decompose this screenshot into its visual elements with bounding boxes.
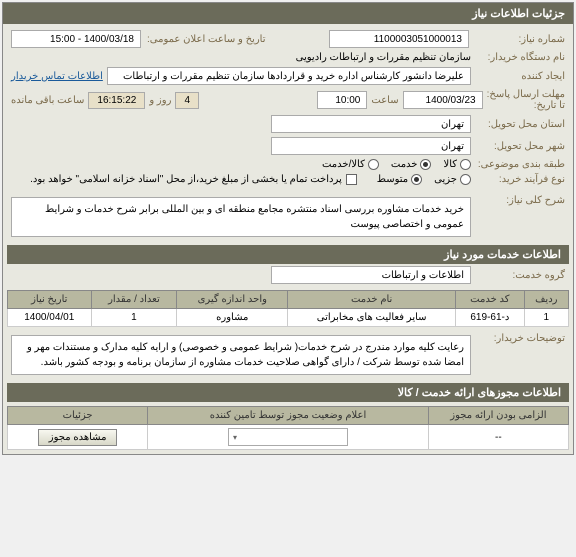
- col-qty: تعداد / مقدار: [91, 291, 177, 309]
- license-row: -- ▾ مشاهده مجوز: [8, 425, 569, 450]
- lic-col-status: اعلام وضعیت مجوز توسط تامین کننده: [148, 407, 429, 425]
- cell-date: 1400/04/01: [8, 309, 92, 327]
- panel-body: شماره نیاز: 1100003051000013 تاریخ و ساع…: [3, 24, 573, 454]
- radio-circle-checked-icon: [411, 174, 422, 185]
- cell-name: سایر فعالیت های مخابراتی: [288, 309, 456, 327]
- license-header-row: الزامی بودن ارائه مجوز اعلام وضعیت مجوز …: [8, 407, 569, 425]
- cell-unit: مشاوره: [177, 309, 288, 327]
- service-group-value: اطلاعات و ارتباطات: [271, 266, 471, 284]
- row-city: شهر محل تحویل: تهران: [7, 135, 569, 157]
- time-remaining: 4 روز و 16:15:22 ساعت باقی مانده: [11, 92, 199, 109]
- row-deadline: مهلت ارسال پاسخ: تا تاریخ: 1400/03/23 سا…: [7, 87, 569, 113]
- col-unit: واحد اندازه گیری: [177, 291, 288, 309]
- deadline-label: مهلت ارسال پاسخ:: [487, 89, 565, 100]
- col-date: تاریخ نیاز: [8, 291, 92, 309]
- need-no-label: شماره نیاز:: [475, 34, 565, 45]
- table-header-row: ردیف کد خدمت نام خدمت واحد اندازه گیری ت…: [8, 291, 569, 309]
- view-license-button[interactable]: مشاهده مجوز: [38, 429, 118, 446]
- col-name: نام خدمت: [288, 291, 456, 309]
- deadline-time: 10:00: [317, 91, 367, 109]
- license-header: اطلاعات مجوزهای ارائه خدمت / کالا: [7, 383, 569, 402]
- col-row: ردیف: [524, 291, 568, 309]
- process-label: نوع فرآیند خرید:: [475, 174, 565, 185]
- row-service-group: گروه خدمت: اطلاعات و ارتباطات: [7, 264, 569, 286]
- remaining-label: ساعت باقی مانده: [11, 95, 84, 106]
- city-value: تهران: [271, 137, 471, 155]
- radio-service[interactable]: خدمت: [391, 159, 432, 170]
- row-process: نوع فرآیند خرید: جزیی متوسط پرداخت تمام …: [7, 172, 569, 187]
- province-label: استان محل تحویل:: [475, 119, 565, 130]
- lic-status-cell: ▾: [148, 425, 429, 450]
- buyer-org-label: نام دستگاه خریدار:: [475, 52, 565, 63]
- panel-header: جزئیات اطلاعات نیاز: [3, 3, 573, 24]
- days-count: 4: [175, 92, 199, 109]
- table-row: 1 د-61-619 سایر فعالیت های مخابراتی مشاو…: [8, 309, 569, 327]
- buyer-notes-text: رعایت کلیه موارد مندرج در شرح خدمات( شرا…: [11, 335, 471, 375]
- main-panel: جزئیات اطلاعات نیاز شماره نیاز: 11000030…: [2, 2, 574, 455]
- province-value: تهران: [271, 115, 471, 133]
- status-select[interactable]: ▾: [228, 428, 348, 446]
- chevron-down-icon: ▾: [233, 433, 237, 442]
- radio-medium[interactable]: متوسط: [377, 174, 422, 185]
- radio-both[interactable]: کالا/خدمت: [322, 159, 379, 170]
- desc-text: خرید خدمات مشاوره بررسی اسناد منتشره مجا…: [11, 197, 471, 237]
- service-group-label: گروه خدمت:: [475, 270, 565, 281]
- row-buyer-org: نام دستگاه خریدار: سازمان تنظیم مقررات و…: [7, 50, 569, 65]
- radio-goods-label: کالا: [443, 159, 457, 170]
- radio-medium-label: متوسط: [377, 174, 408, 185]
- announce-value: 1400/03/18 - 15:00: [11, 30, 141, 48]
- time-label-1: ساعت: [371, 95, 398, 106]
- col-code: کد خدمت: [456, 291, 524, 309]
- to-date-label: تا تاریخ:: [487, 100, 565, 111]
- cell-code: د-61-619: [456, 309, 524, 327]
- row-buyer-notes: توضیحات خریدار: رعایت کلیه موارد مندرج د…: [7, 331, 569, 379]
- category-radio-group: کالا خدمت کالا/خدمت: [322, 159, 471, 170]
- header-title: جزئیات اطلاعات نیاز: [472, 8, 565, 20]
- lic-col-details: جزئیات: [8, 407, 148, 425]
- radio-circle-icon: [368, 159, 379, 170]
- cell-row: 1: [524, 309, 568, 327]
- radio-both-label: کالا/خدمت: [322, 159, 365, 170]
- deadline-date: 1400/03/23: [403, 91, 483, 109]
- remaining-time: 16:15:22: [88, 92, 145, 109]
- creator-label: ایجاد کننده: [475, 71, 565, 82]
- cell-qty: 1: [91, 309, 177, 327]
- city-label: شهر محل تحویل:: [475, 141, 565, 152]
- radio-small[interactable]: جزیی: [434, 174, 471, 185]
- radio-service-label: خدمت: [391, 159, 418, 170]
- creator-value: علیرضا دانشور کارشناس اداره خرید و قرارد…: [107, 67, 471, 85]
- contact-link[interactable]: اطلاعات تماس خریدار: [11, 71, 103, 82]
- license-table: الزامی بودن ارائه مجوز اعلام وضعیت مجوز …: [7, 406, 569, 450]
- lic-details-cell: مشاهده مجوز: [8, 425, 148, 450]
- radio-circle-icon: [460, 174, 471, 185]
- category-label: طبقه بندی موضوعی:: [475, 159, 565, 170]
- payment-note: پرداخت تمام یا بخشی از مبلغ خرید،از محل …: [30, 174, 342, 185]
- row-creator: ایجاد کننده علیرضا دانشور کارشناس اداره …: [7, 65, 569, 87]
- desc-label: شرح کلی نیاز:: [475, 195, 565, 206]
- services-header: اطلاعات خدمات مورد نیاز: [7, 245, 569, 264]
- lic-col-mandatory: الزامی بودن ارائه مجوز: [428, 407, 568, 425]
- radio-circle-checked-icon: [420, 159, 431, 170]
- payment-checkbox[interactable]: [346, 174, 357, 185]
- row-category: طبقه بندی موضوعی: کالا خدمت کالا/خدمت: [7, 157, 569, 172]
- services-table: ردیف کد خدمت نام خدمت واحد اندازه گیری ت…: [7, 290, 569, 327]
- process-radio-group: جزیی متوسط: [377, 174, 471, 185]
- radio-circle-icon: [460, 159, 471, 170]
- days-label: روز و: [149, 95, 171, 106]
- need-no-value: 1100003051000013: [329, 30, 469, 48]
- buyer-org-value: سازمان تنظیم مقررات و ارتباطات رادیویی: [296, 52, 471, 63]
- row-province: استان محل تحویل: تهران: [7, 113, 569, 135]
- radio-small-label: جزیی: [434, 174, 457, 185]
- radio-goods[interactable]: کالا: [443, 159, 471, 170]
- announce-label: تاریخ و ساعت اعلان عمومی:: [147, 34, 266, 45]
- lic-mandatory: --: [428, 425, 568, 450]
- row-need-no: شماره نیاز: 1100003051000013 تاریخ و ساع…: [7, 28, 569, 50]
- row-desc: شرح کلی نیاز: خرید خدمات مشاوره بررسی اس…: [7, 193, 569, 241]
- buyer-notes-label: توضیحات خریدار:: [475, 333, 565, 344]
